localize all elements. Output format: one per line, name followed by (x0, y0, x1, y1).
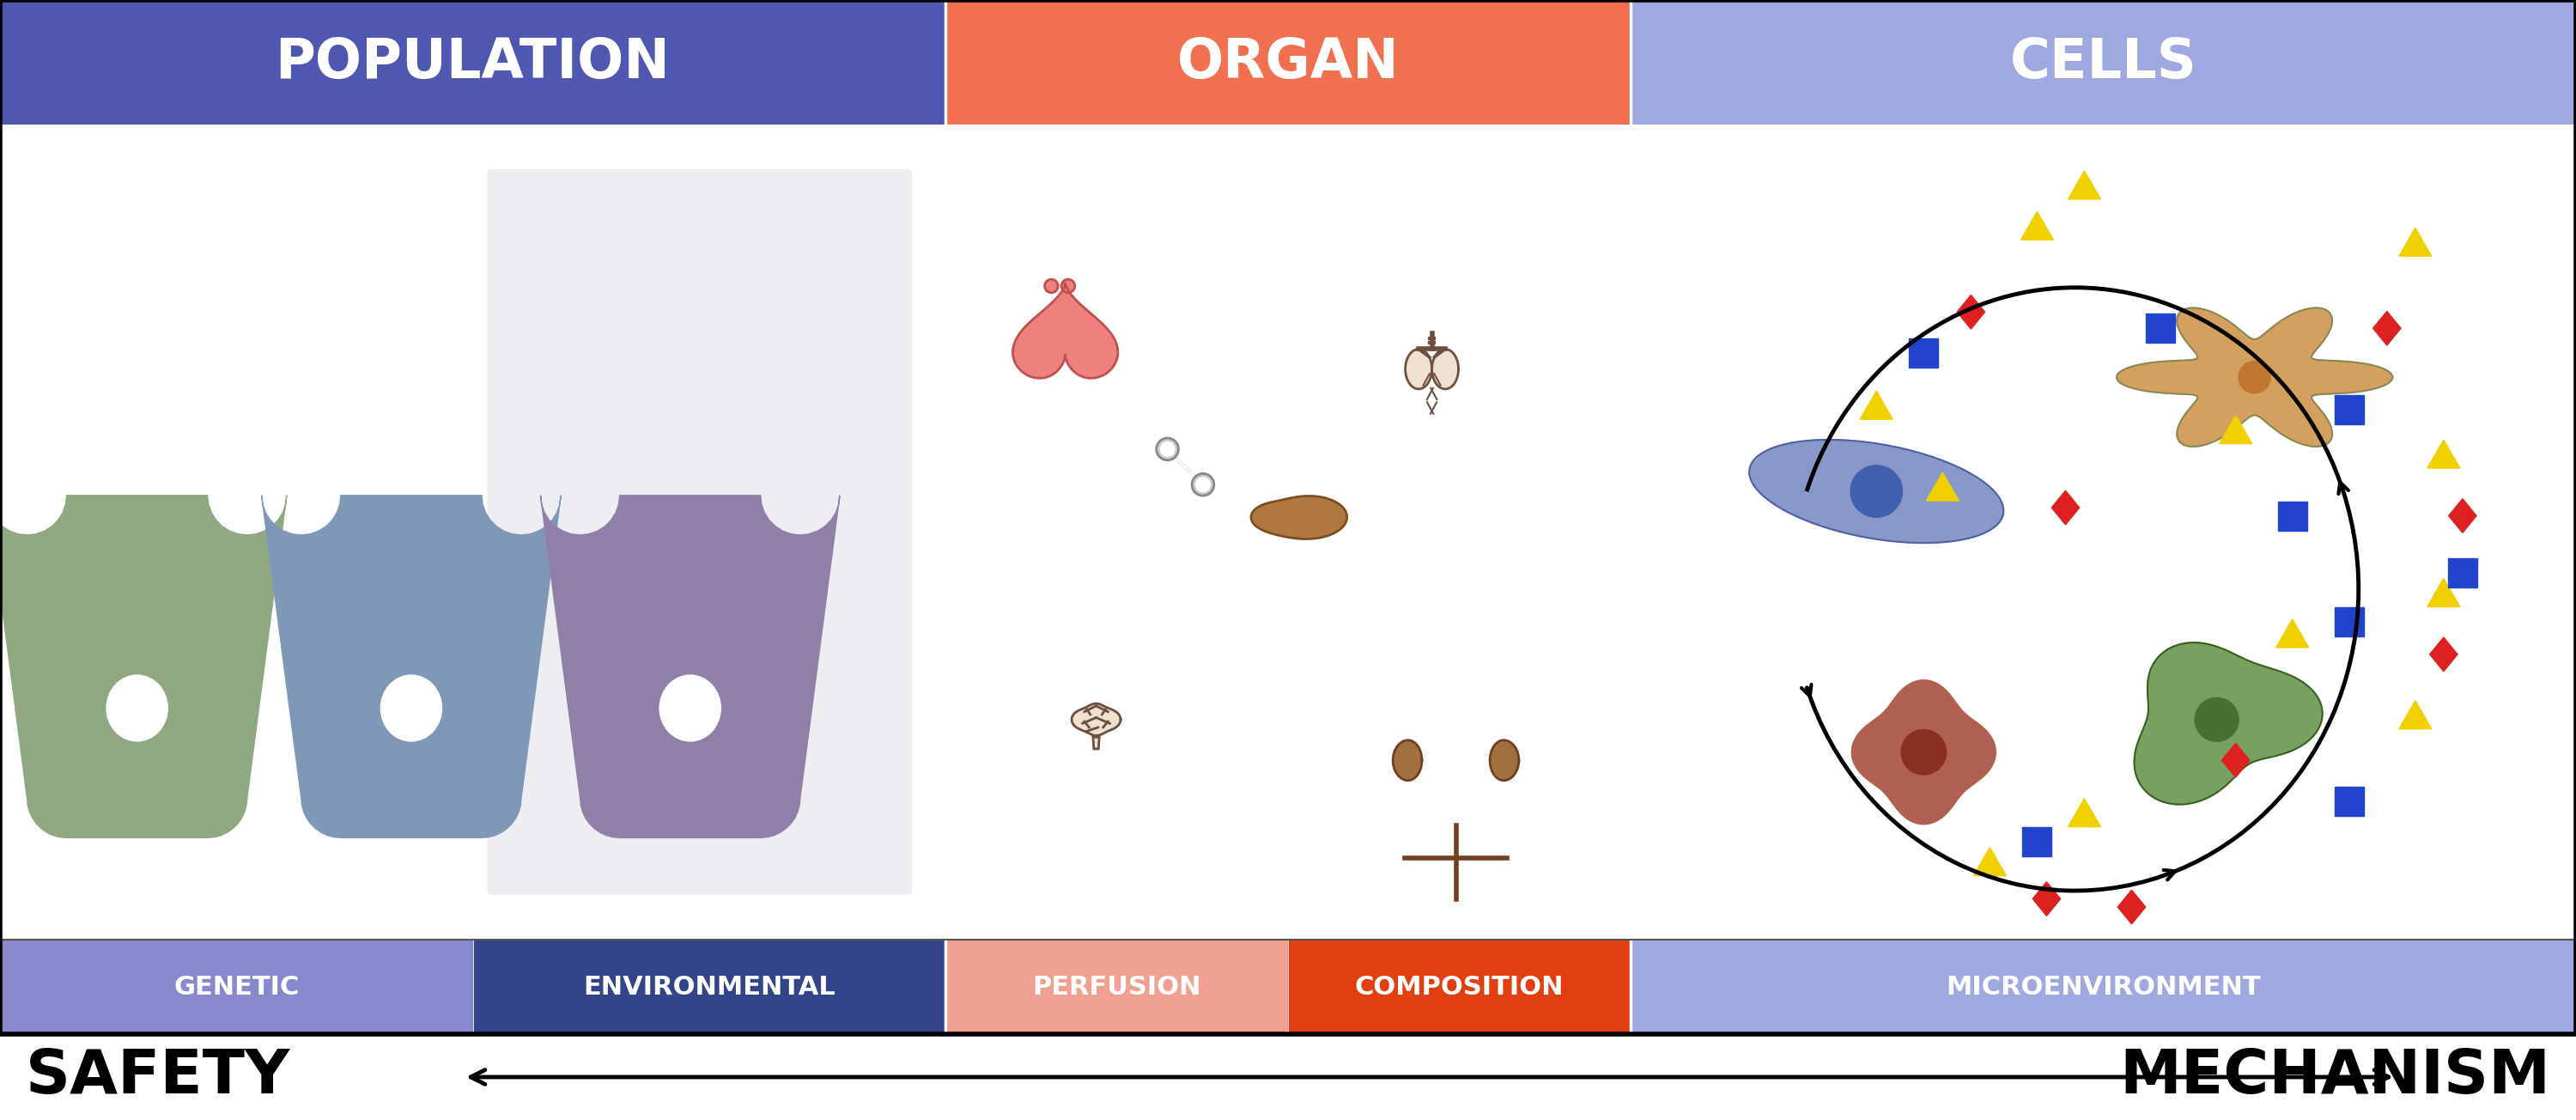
Polygon shape (2429, 637, 2458, 671)
Polygon shape (2020, 212, 2053, 240)
Polygon shape (1860, 391, 1893, 419)
Circle shape (1850, 465, 1904, 517)
Polygon shape (1749, 440, 2004, 543)
Polygon shape (1252, 496, 1347, 539)
Polygon shape (1072, 703, 1121, 736)
Circle shape (580, 532, 801, 753)
Polygon shape (263, 495, 562, 838)
Bar (945, 124, 1631, 940)
Text: ENVIRONMENTAL: ENVIRONMENTAL (582, 974, 835, 999)
Circle shape (2195, 698, 2239, 741)
Text: ORGAN: ORGAN (1177, 36, 1399, 88)
Bar (1631, 124, 2576, 940)
Circle shape (1901, 729, 1947, 775)
Polygon shape (2069, 799, 2099, 827)
Bar (0, 124, 945, 940)
Polygon shape (2050, 491, 2079, 524)
FancyBboxPatch shape (487, 169, 912, 895)
Bar (2334, 786, 2365, 815)
Circle shape (28, 532, 247, 753)
Circle shape (1195, 477, 1211, 492)
Text: MECHANISM: MECHANISM (2120, 1047, 2550, 1107)
Polygon shape (2372, 311, 2401, 345)
Text: MICROENVIRONMENT: MICROENVIRONMENT (1945, 974, 2262, 999)
Polygon shape (1973, 848, 2007, 876)
Circle shape (1157, 438, 1177, 460)
Bar (2334, 395, 2365, 424)
Polygon shape (2221, 744, 2249, 777)
Polygon shape (1852, 680, 1996, 824)
Polygon shape (541, 495, 840, 838)
Polygon shape (1406, 349, 1432, 389)
Bar (474, 940, 945, 1034)
Bar (945, 0, 1631, 124)
Polygon shape (0, 495, 286, 838)
Polygon shape (2221, 416, 2251, 444)
Circle shape (1193, 474, 1213, 496)
Ellipse shape (659, 675, 721, 741)
Text: PERFUSION: PERFUSION (1033, 974, 1200, 999)
Polygon shape (2427, 578, 2460, 607)
Circle shape (1159, 442, 1175, 456)
Polygon shape (2398, 227, 2432, 256)
Bar (0, 940, 474, 1034)
Bar (2022, 828, 2050, 857)
Polygon shape (2277, 619, 2308, 647)
Polygon shape (1432, 349, 1458, 389)
Bar (2334, 607, 2365, 636)
Text: GENETIC: GENETIC (173, 974, 299, 999)
Text: POPULATION: POPULATION (276, 36, 670, 88)
Polygon shape (2398, 701, 2432, 729)
Polygon shape (2032, 881, 2061, 916)
Bar (2146, 314, 2174, 343)
Text: CELLS: CELLS (2009, 36, 2197, 88)
Polygon shape (2136, 643, 2324, 804)
Polygon shape (1394, 740, 1422, 781)
Bar (1288, 940, 1631, 1034)
Polygon shape (2450, 498, 2476, 533)
Circle shape (1061, 279, 1074, 292)
Bar (1631, 940, 2576, 1034)
Ellipse shape (106, 675, 167, 741)
Bar (2447, 558, 2478, 588)
Circle shape (301, 532, 520, 753)
Bar (1909, 338, 1937, 367)
Polygon shape (2117, 308, 2393, 447)
Ellipse shape (381, 675, 443, 741)
Polygon shape (1958, 295, 1986, 329)
Polygon shape (1092, 737, 1100, 749)
Polygon shape (2069, 171, 2099, 199)
Polygon shape (1012, 283, 1118, 379)
Circle shape (1046, 279, 1059, 292)
Polygon shape (2117, 890, 2146, 924)
Bar (1631, 0, 2576, 124)
Bar (945, 940, 1288, 1034)
Polygon shape (2427, 440, 2460, 468)
Bar (2277, 501, 2308, 531)
Text: COMPOSITION: COMPOSITION (1355, 974, 1564, 999)
Polygon shape (1927, 473, 1958, 501)
Bar (0, 0, 945, 124)
Polygon shape (1489, 740, 1520, 781)
Text: SAFETY: SAFETY (26, 1047, 291, 1107)
Circle shape (2239, 361, 2269, 393)
